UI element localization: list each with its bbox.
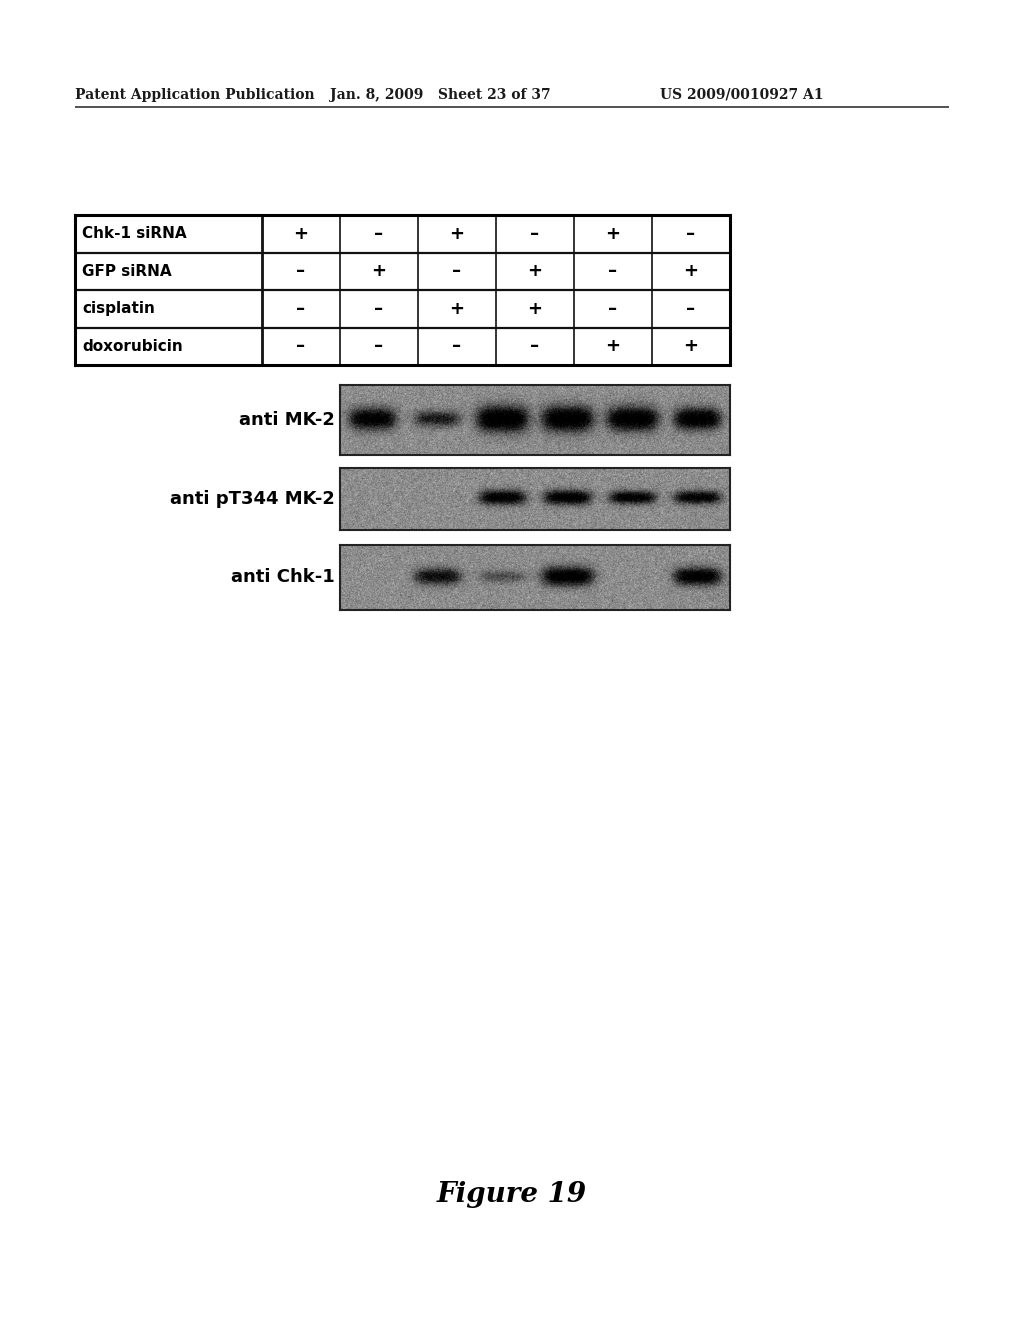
Text: +: + — [293, 224, 308, 243]
Text: anti MK-2: anti MK-2 — [240, 411, 335, 429]
Text: –: – — [374, 224, 383, 243]
Text: GFP siRNA: GFP siRNA — [83, 264, 172, 279]
Text: anti pT344 MK-2: anti pT344 MK-2 — [170, 490, 335, 508]
Text: +: + — [372, 263, 386, 280]
Text: –: – — [374, 337, 383, 355]
Text: +: + — [527, 263, 543, 280]
Text: Jan. 8, 2009   Sheet 23 of 37: Jan. 8, 2009 Sheet 23 of 37 — [330, 88, 551, 102]
Text: –: – — [453, 337, 462, 355]
Text: +: + — [605, 337, 621, 355]
Text: +: + — [683, 263, 698, 280]
Text: doxorubicin: doxorubicin — [83, 339, 183, 354]
Text: –: – — [530, 224, 540, 243]
Text: cisplatin: cisplatin — [83, 301, 156, 317]
Text: –: – — [296, 337, 305, 355]
Text: +: + — [605, 224, 621, 243]
Text: –: – — [374, 300, 383, 318]
Text: +: + — [527, 300, 543, 318]
Text: Patent Application Publication: Patent Application Publication — [75, 88, 314, 102]
Text: +: + — [450, 224, 464, 243]
Text: Chk-1 siRNA: Chk-1 siRNA — [83, 226, 187, 242]
Text: –: – — [686, 224, 695, 243]
Text: –: – — [686, 300, 695, 318]
Text: –: – — [608, 300, 617, 318]
Text: –: – — [608, 263, 617, 280]
Text: +: + — [683, 337, 698, 355]
Text: anti Chk-1: anti Chk-1 — [231, 569, 335, 586]
Text: +: + — [450, 300, 464, 318]
Text: –: – — [530, 337, 540, 355]
Text: Figure 19: Figure 19 — [437, 1181, 587, 1209]
Text: –: – — [453, 263, 462, 280]
Text: –: – — [296, 300, 305, 318]
Text: –: – — [296, 263, 305, 280]
Text: US 2009/0010927 A1: US 2009/0010927 A1 — [660, 88, 823, 102]
